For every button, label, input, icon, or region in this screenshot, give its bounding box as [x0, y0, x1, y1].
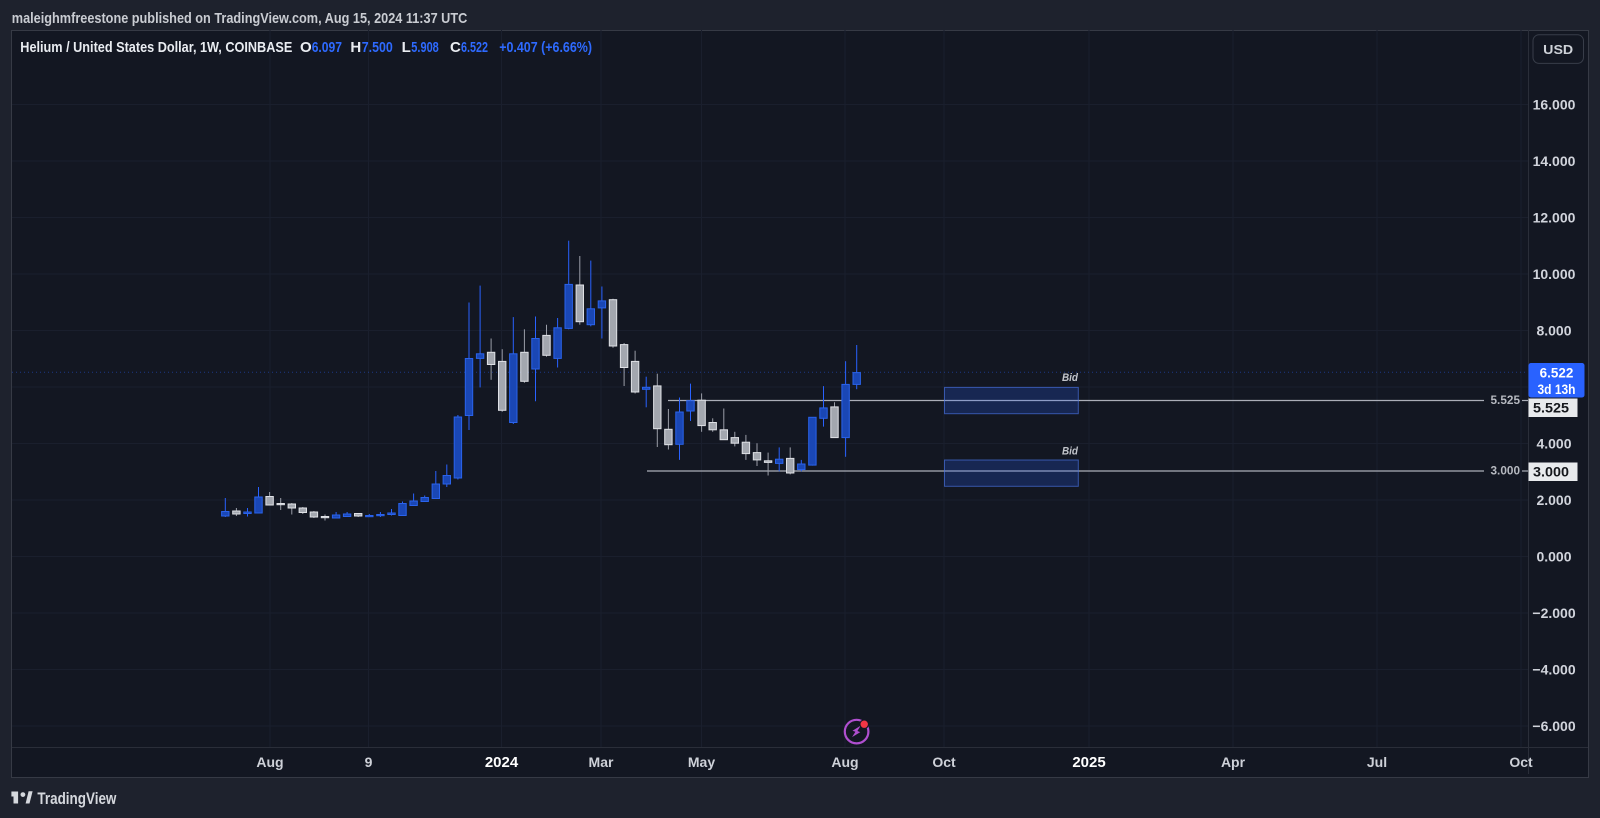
- svg-text:2024: 2024: [485, 754, 519, 771]
- svg-text:2.000: 2.000: [1536, 492, 1571, 508]
- svg-text:O: O: [300, 39, 312, 56]
- svg-text:14.000: 14.000: [1533, 153, 1576, 169]
- svg-text:Oct: Oct: [932, 754, 956, 770]
- svg-text:5.525: 5.525: [1491, 395, 1521, 407]
- svg-text:16.000: 16.000: [1533, 96, 1576, 112]
- svg-text:12.000: 12.000: [1533, 209, 1576, 225]
- svg-text:H: H: [350, 39, 361, 56]
- svg-text:6.522: 6.522: [1540, 366, 1574, 381]
- svg-text:Helium / United States Dollar,: Helium / United States Dollar, 1W, COINB…: [20, 39, 292, 56]
- svg-text:10.000: 10.000: [1533, 266, 1576, 282]
- svg-text:Bid: Bid: [1062, 446, 1078, 458]
- svg-text:C: C: [450, 39, 461, 56]
- svg-text:4.000: 4.000: [1536, 435, 1571, 451]
- svg-text:5.908: 5.908: [411, 39, 439, 56]
- svg-text:3d 13h: 3d 13h: [1538, 382, 1576, 397]
- svg-text:−4.000: −4.000: [1532, 661, 1575, 677]
- svg-text:May: May: [688, 754, 715, 770]
- svg-text:3.000: 3.000: [1491, 466, 1521, 478]
- svg-text:maleighmfreestone published on: maleighmfreestone published on TradingVi…: [12, 10, 468, 27]
- svg-text:Apr: Apr: [1221, 754, 1246, 770]
- svg-text:TradingView: TradingView: [37, 789, 117, 808]
- svg-text:L: L: [402, 39, 411, 56]
- svg-text:6.097: 6.097: [312, 39, 342, 56]
- svg-text:Aug: Aug: [256, 754, 283, 770]
- svg-text:6.522: 6.522: [461, 39, 488, 56]
- svg-text:Bid: Bid: [1062, 372, 1078, 384]
- svg-text:+0.407 (+6.66%): +0.407 (+6.66%): [499, 39, 592, 56]
- svg-text:5.525: 5.525: [1533, 400, 1570, 415]
- svg-text:2025: 2025: [1072, 754, 1105, 771]
- svg-text:USD: USD: [1543, 42, 1573, 57]
- svg-text:−6.000: −6.000: [1532, 718, 1575, 734]
- svg-text:Jul: Jul: [1367, 754, 1387, 770]
- svg-text:7.500: 7.500: [362, 39, 393, 56]
- svg-text:9: 9: [365, 754, 373, 770]
- svg-text:−2.000: −2.000: [1532, 605, 1575, 621]
- svg-text:0.000: 0.000: [1536, 548, 1571, 564]
- svg-text:Aug: Aug: [831, 754, 858, 770]
- svg-text:Oct: Oct: [1509, 754, 1533, 770]
- svg-text:8.000: 8.000: [1536, 322, 1571, 338]
- svg-text:3.000: 3.000: [1533, 464, 1569, 479]
- svg-text:Mar: Mar: [589, 754, 614, 770]
